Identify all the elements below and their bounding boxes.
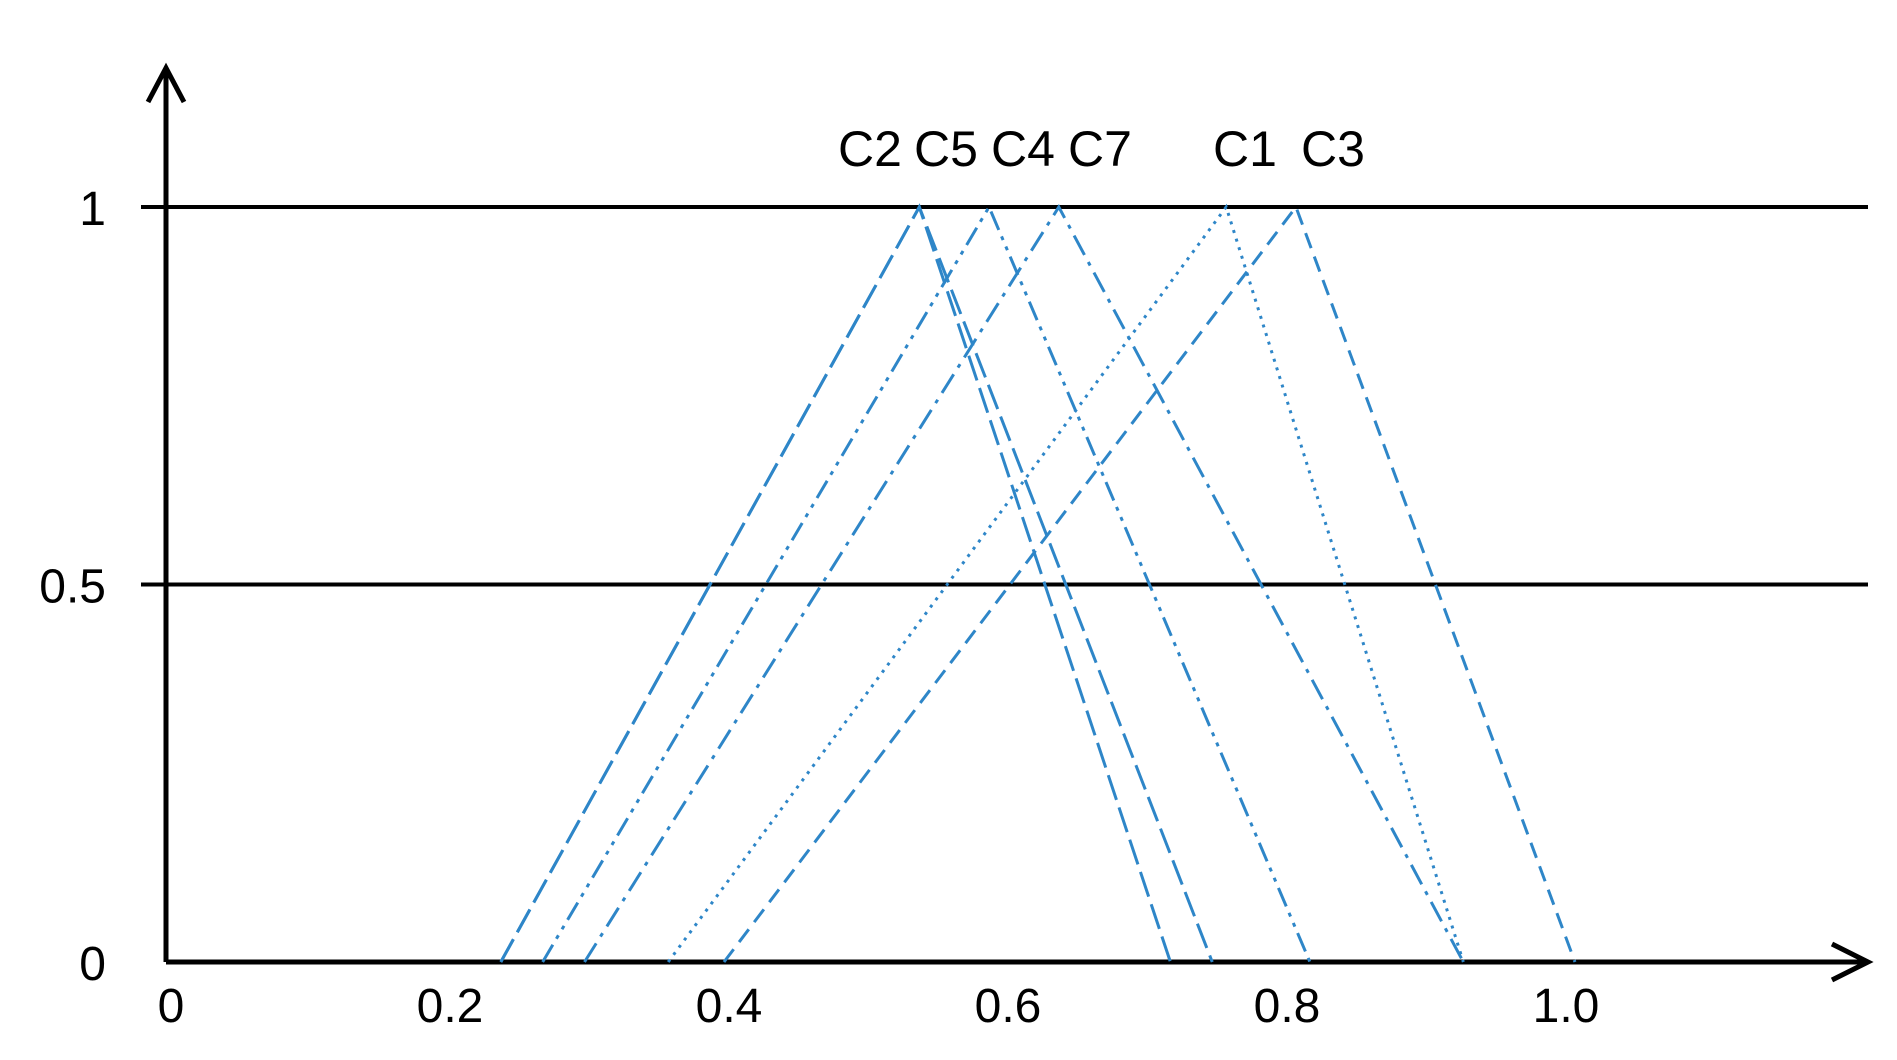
- series-label-c5: C5: [914, 121, 978, 177]
- x-tick-label: 0.2: [417, 980, 484, 1033]
- x-tick-label: 0.4: [696, 980, 763, 1033]
- series-lines: [499, 203, 1577, 963]
- y-tick-label: 0: [79, 938, 106, 991]
- axes: [145, 62, 1874, 983]
- x-tick-label: 0: [158, 980, 185, 1033]
- series-line-c5: [499, 203, 1214, 963]
- series-label-c1: C1: [1213, 121, 1277, 177]
- x-axis-arrow: [1830, 941, 1874, 983]
- x-tick-label: 0.8: [1254, 980, 1321, 1033]
- series-line-c1: [666, 203, 1465, 963]
- y-tick-label: 1: [79, 183, 106, 236]
- series-line-c3: [722, 203, 1577, 963]
- series-label-c4: C4: [991, 121, 1055, 177]
- series-label-c2: C2: [838, 121, 902, 177]
- series-label-c3: C3: [1301, 121, 1365, 177]
- y-axis-arrow: [145, 62, 187, 104]
- x-tick-labels: 0 0.2 0.4 0.6 0.8 1.0: [158, 980, 1600, 1033]
- y-tick-label: 0.5: [39, 561, 106, 614]
- reference-lines: [141, 205, 1868, 587]
- x-tick-label: 1.0: [1533, 980, 1600, 1033]
- y-tick-labels: 00.51: [39, 183, 106, 991]
- series-line-c7: [583, 204, 1465, 963]
- x-tick-label: 0.6: [975, 980, 1042, 1033]
- series-labels: C2 C5 C4 C7 C1 C3: [838, 121, 1365, 177]
- series-label-c7: C7: [1068, 121, 1132, 177]
- series-line-c4: [541, 203, 1312, 963]
